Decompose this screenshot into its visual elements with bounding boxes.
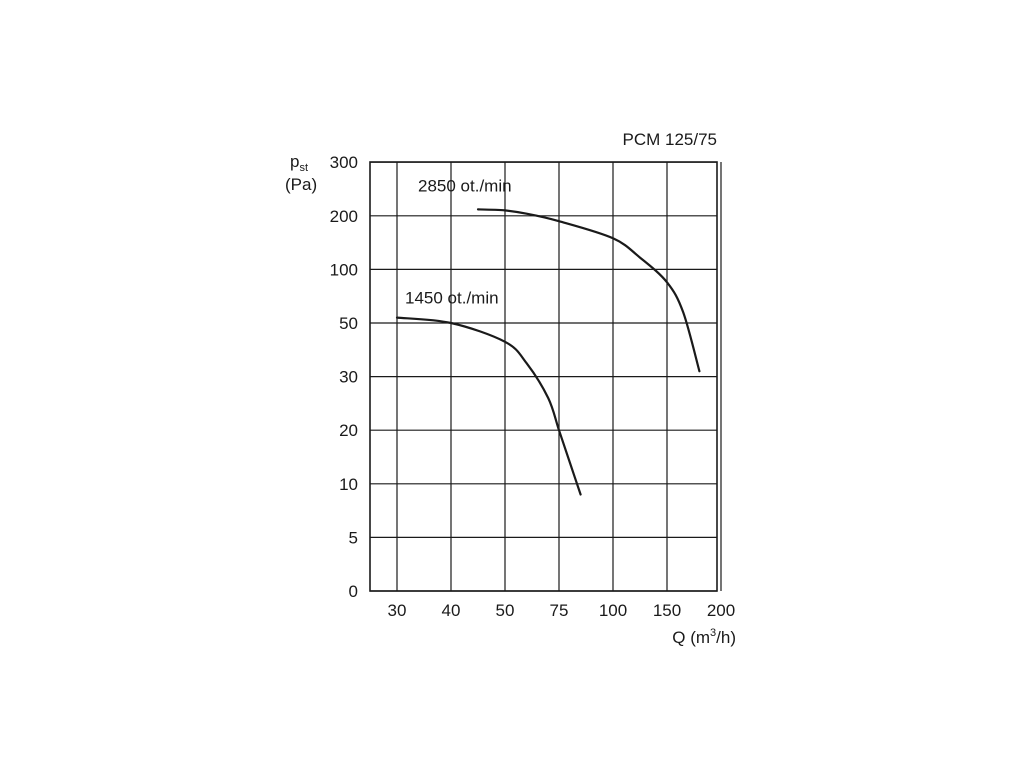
series-line-0: [476, 208, 701, 373]
y-axis-label-main: p: [290, 152, 299, 171]
svg-text:pst: pst: [290, 152, 308, 174]
y-axis-label: pst (Pa): [285, 152, 317, 194]
y-axis-unit: (Pa): [285, 175, 317, 194]
y-tick-label: 50: [339, 314, 358, 333]
x-axis-label: Q (m3/h): [672, 627, 736, 647]
y-tick-label: 30: [339, 368, 358, 387]
x-axis-label-end: /h): [716, 628, 736, 647]
x-axis-label-main: Q (m: [672, 628, 710, 647]
x-tick-label: 30: [388, 601, 407, 620]
y-tick-label: 10: [339, 475, 358, 494]
y-tick-label: 5: [349, 528, 358, 547]
y-tick-label: 0: [349, 582, 358, 601]
y-tick-labels: 0 5 10 20 30 50 100 200 300: [330, 153, 358, 601]
chart-title: PCM 125/75: [623, 130, 718, 149]
x-tick-label: 150: [653, 601, 681, 620]
x-axis-label-superscript: 3: [710, 627, 716, 639]
curves: [395, 208, 701, 496]
grid: [370, 161, 722, 592]
series-label-0: 2850 ot./min: [418, 176, 512, 195]
y-tick-label: 300: [330, 153, 358, 172]
x-tick-label: 75: [550, 601, 569, 620]
x-tick-label: 200: [707, 601, 735, 620]
series-line-1: [395, 316, 582, 496]
series-label-1: 1450 ot./min: [405, 289, 499, 308]
x-tick-label: 40: [442, 601, 461, 620]
y-tick-label: 200: [330, 207, 358, 226]
curve-labels: 2850 ot./min 1450 ot./min: [405, 176, 512, 307]
y-tick-label: 20: [339, 421, 358, 440]
y-tick-label: 100: [330, 260, 358, 279]
x-tick-label: 50: [496, 601, 515, 620]
y-axis-label-subscript: st: [299, 162, 308, 174]
plot-frame: [369, 161, 718, 592]
x-tick-label: 100: [599, 601, 627, 620]
x-tick-labels: 30 40 50 75 100 150 200: [388, 601, 736, 620]
